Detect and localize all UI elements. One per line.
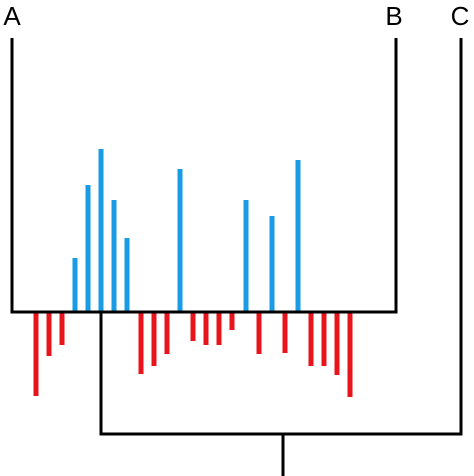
bar-group [33, 149, 353, 397]
tree-branches [10, 38, 463, 476]
node-label: A [3, 1, 21, 31]
node-label: B [385, 1, 402, 31]
node-label: C [451, 1, 470, 31]
